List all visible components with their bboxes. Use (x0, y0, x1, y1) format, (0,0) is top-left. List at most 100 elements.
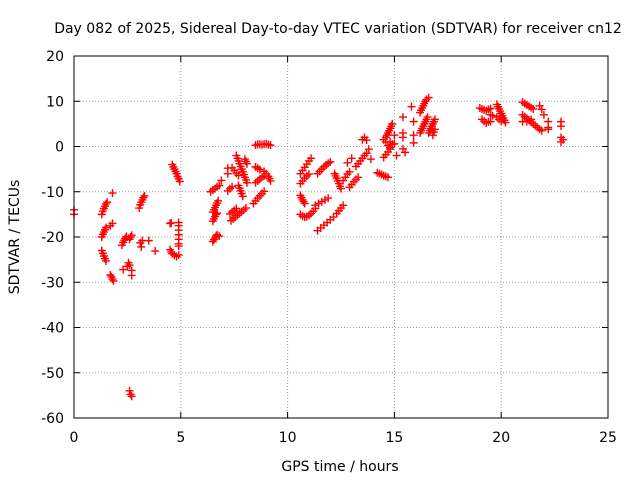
data-point (106, 271, 115, 280)
grid-lines (74, 56, 608, 418)
data-point (501, 118, 510, 127)
y-tick-label: 0 (55, 140, 64, 156)
y-tick-label: -60 (41, 411, 64, 427)
data-point (167, 218, 176, 227)
data-point (102, 256, 111, 265)
data-point (401, 148, 410, 157)
data-point (108, 275, 117, 284)
data-point (232, 204, 241, 213)
data-point (307, 154, 316, 163)
data-point (125, 261, 134, 270)
data-point (390, 139, 399, 148)
data-point (544, 125, 553, 134)
data-point (144, 236, 153, 245)
data-point (347, 154, 356, 163)
tick-labels: 0 5 10 15 20 25 -60 -50 -40 -30 -20 -10 0 10 20 (41, 49, 617, 446)
data-point (109, 276, 118, 285)
y-tick-label: -10 (41, 185, 64, 201)
data-point (386, 137, 395, 146)
data-point (175, 177, 184, 186)
data-point (339, 201, 348, 210)
data-point (214, 196, 223, 205)
data-point (213, 209, 222, 218)
data-point (354, 173, 363, 182)
data-point (174, 242, 183, 251)
y-axis-label: SDTVAR / TECUs (7, 180, 23, 295)
data-point (529, 104, 538, 113)
data-point (386, 145, 395, 154)
data-point (102, 199, 111, 208)
data-point (126, 390, 135, 399)
data-points (70, 93, 568, 401)
data-point (215, 181, 224, 190)
data-point (424, 93, 433, 102)
data-point (390, 131, 399, 140)
data-point (108, 189, 117, 198)
data-point (522, 117, 531, 126)
data-point (299, 197, 308, 206)
data-point (234, 171, 243, 180)
data-point (127, 271, 136, 280)
data-point (243, 159, 252, 168)
data-point (398, 133, 407, 142)
data-point (364, 145, 373, 154)
data-point (260, 187, 269, 196)
data-point (151, 247, 160, 256)
data-point (407, 102, 416, 111)
data-point (108, 219, 117, 228)
x-tick-label: 25 (599, 430, 617, 446)
data-point (127, 231, 136, 240)
x-axis-label: GPS time / hours (281, 459, 398, 475)
data-point (300, 199, 309, 208)
data-point (398, 113, 407, 122)
data-point (217, 176, 226, 185)
x-tick-label: 15 (385, 430, 403, 446)
data-point (486, 117, 495, 126)
x-tick-label: 10 (279, 430, 297, 446)
data-point (241, 204, 250, 213)
data-point (255, 165, 264, 174)
data-point (488, 111, 497, 120)
y-tick-label: -40 (41, 321, 64, 337)
y-tick-label: 10 (46, 94, 64, 110)
y-tick-label: -50 (41, 366, 64, 382)
data-point (345, 167, 354, 176)
data-point (126, 233, 135, 241)
data-point (137, 242, 146, 251)
data-point (539, 110, 548, 119)
data-point (223, 169, 232, 178)
data-point (343, 158, 352, 167)
y-tick-label: -20 (41, 230, 64, 246)
x-tick-label: 20 (492, 430, 510, 446)
data-point (139, 193, 148, 202)
data-point (362, 136, 371, 145)
data-point (228, 182, 237, 191)
y-tick-label: 20 (46, 49, 64, 65)
y-tick-label: -30 (41, 275, 64, 291)
data-point (266, 141, 275, 150)
x-tick-label: 0 (70, 430, 79, 446)
data-point (423, 113, 432, 122)
data-point (388, 119, 397, 128)
data-point (392, 151, 401, 160)
chart-title: Day 082 of 2025, Sidereal Day-to-day VTE… (54, 21, 622, 37)
axis-ticks (73, 55, 609, 419)
data-point (324, 194, 333, 203)
data-point (103, 198, 112, 207)
data-point (557, 122, 566, 131)
data-point (527, 115, 536, 124)
data-point (266, 176, 275, 185)
data-point (557, 137, 566, 146)
data-point (430, 125, 439, 134)
data-point (119, 265, 128, 274)
data-point (127, 392, 136, 401)
data-point (125, 386, 134, 395)
data-point (212, 210, 221, 219)
data-point (409, 131, 418, 140)
data-point (140, 191, 149, 200)
data-point (326, 157, 335, 166)
data-point (409, 138, 418, 147)
data-point (121, 234, 130, 243)
data-point (243, 178, 252, 187)
